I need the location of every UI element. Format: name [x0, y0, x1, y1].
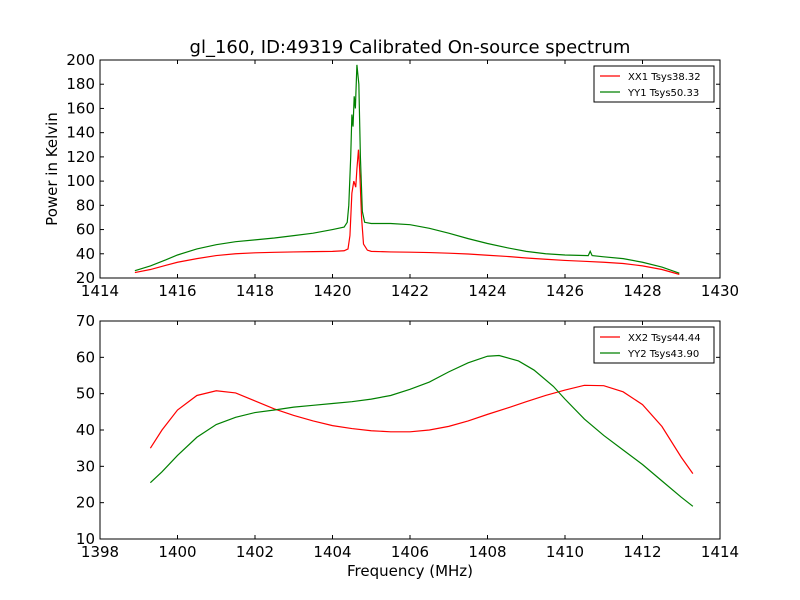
- x-tick-label: 1426: [546, 282, 584, 300]
- x-tick-label: 1410: [546, 543, 584, 561]
- y-tick-label: 200: [66, 51, 95, 69]
- y-tick-label: 180: [66, 75, 95, 93]
- series-line-yy-1: [134, 64, 680, 274]
- legend-label: YY1 Tsys50.33: [627, 88, 699, 99]
- y-tick-label: 10: [76, 530, 95, 548]
- y-tick-label: 40: [76, 421, 95, 439]
- series-line-yy-2: [149, 354, 694, 507]
- y-tick-label: 60: [76, 221, 95, 239]
- legend: XX2 Tsys44.44 YY2 Tsys43.90: [593, 326, 715, 364]
- x-tick-label: 1430: [701, 282, 739, 300]
- legend-label: YY2 Tsys43.90: [627, 349, 699, 360]
- x-tick-label: 1398: [81, 543, 119, 561]
- x-tick-label: 1408: [468, 543, 506, 561]
- y-tick-label: 20: [76, 494, 95, 512]
- y-tick-label: 20: [76, 269, 95, 287]
- series-line-xx-1: [134, 149, 680, 275]
- y-tick-label: 100: [66, 172, 95, 190]
- series-line-xx-2: [149, 384, 694, 474]
- x-tick-label: 1402: [236, 543, 274, 561]
- legend-label: XX1 Tsys38.32: [628, 72, 701, 83]
- x-tick-label: 1416: [158, 282, 196, 300]
- y-tick-label: 40: [76, 245, 95, 263]
- chart-title: gl_160, ID:49319 Calibrated On-source sp…: [190, 37, 631, 58]
- legend-label: XX2 Tsys44.44: [628, 333, 701, 344]
- x-tick-label: 1422: [391, 282, 429, 300]
- legend: XX1 Tsys38.32 YY1 Tsys50.33: [593, 65, 715, 103]
- top-plot: 1414 1416 1418 1420 1422 1424 1426 1428 1430 20 40…: [43, 51, 739, 300]
- x-tick-label: 1424: [468, 282, 506, 300]
- y-tick-label: 80: [76, 196, 95, 214]
- legend-box: [593, 65, 715, 103]
- y-tick-label: 70: [76, 312, 95, 330]
- x-tick-label: 1404: [313, 543, 351, 561]
- x-tick-label: 1414: [81, 282, 119, 300]
- x-tick-label: 1412: [623, 543, 661, 561]
- y-tick-label: 160: [66, 99, 95, 117]
- y-tick-label: 120: [66, 148, 95, 166]
- x-tick-label: 1418: [236, 282, 274, 300]
- legend-box: [593, 326, 715, 364]
- y-tick-label: 50: [76, 385, 95, 403]
- y-tick-label: 60: [76, 348, 95, 366]
- x-tick-label: 1400: [158, 543, 196, 561]
- y-axis-label: Power in Kelvin: [43, 112, 61, 226]
- x-axis-label: Frequency (MHz): [347, 562, 473, 580]
- x-tick-label: 1414: [701, 543, 739, 561]
- bottom-plot: 1398 1400 1402 1404 1406 1408 1410 1412 1414 10 20…: [76, 312, 739, 580]
- y-tick-label: 140: [66, 124, 95, 142]
- y-tick-label: 30: [76, 457, 95, 475]
- x-tick-label: 1406: [391, 543, 429, 561]
- x-tick-label: 1420: [313, 282, 351, 300]
- x-tick-label: 1428: [623, 282, 661, 300]
